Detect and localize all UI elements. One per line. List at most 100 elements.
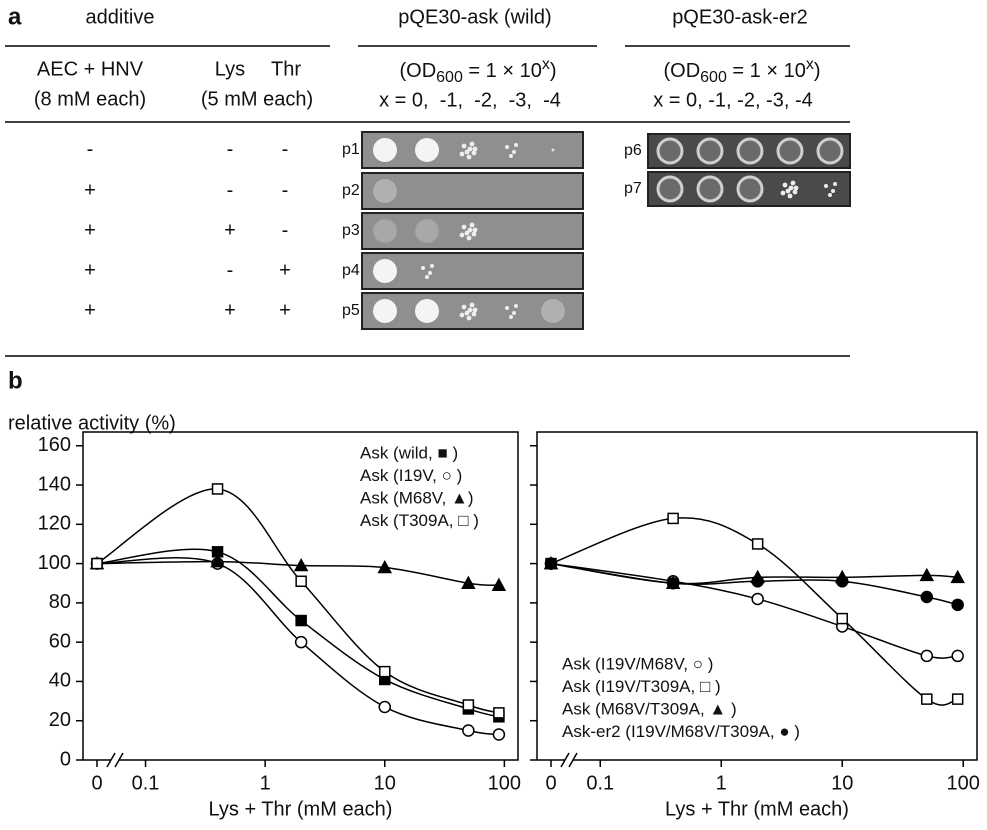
legend-entry: Ask (wild, ■ ) (360, 443, 458, 462)
y-tick-label: 60 (49, 630, 71, 652)
colony (790, 180, 796, 186)
od-header: (OD600 = 1 × 10x) (399, 56, 556, 86)
marker (379, 665, 391, 678)
plot-frame (536, 431, 978, 761)
y-tick-label: 20 (49, 709, 71, 731)
dilution: x = 0, -1, -2, -3, -4 (653, 89, 813, 111)
plate-label: p4 (342, 262, 360, 279)
marker (919, 567, 935, 582)
header: pQE30-ask (wild) (398, 6, 551, 28)
spot (373, 179, 397, 203)
marker (293, 557, 309, 572)
colony (505, 306, 509, 310)
marker (921, 693, 933, 705)
colony (421, 266, 425, 270)
spot (415, 299, 439, 323)
plate-label: p3 (342, 222, 360, 239)
marker (493, 707, 505, 719)
plate (361, 212, 584, 250)
legend-entry: Ask (I19V/T309A, □ ) (562, 677, 721, 696)
colony (509, 315, 513, 319)
spot (736, 175, 764, 203)
od-text: = 1 × 10 (727, 60, 806, 82)
y-axis-label: relative activity (%) (8, 412, 176, 434)
colony (509, 154, 513, 158)
y-tick-label: 40 (49, 670, 71, 692)
colony (467, 227, 473, 233)
colony (459, 151, 465, 157)
series-line (96, 548, 500, 718)
colony (512, 311, 516, 315)
od-sup: x (806, 56, 814, 73)
plate-label: p1 (342, 141, 360, 158)
marker (295, 575, 307, 588)
marker (462, 699, 475, 711)
od-text: (OD (399, 60, 436, 82)
colony (788, 185, 794, 191)
spot (541, 299, 565, 323)
x-tick-label: 100 (488, 772, 521, 794)
marker (951, 693, 964, 705)
table-cell: - (282, 138, 289, 160)
spot (372, 218, 398, 244)
x-tick-label: 100 (947, 772, 980, 794)
axis-break-gap (111, 757, 119, 763)
colony (464, 230, 470, 236)
spot (696, 137, 724, 165)
table-cell: + (224, 299, 236, 321)
legend-entry: Ask (I19V/M68V, ○ ) (562, 654, 713, 673)
marker (751, 538, 764, 550)
table-cell: - (227, 179, 234, 201)
axis-break-gap (565, 757, 573, 763)
panel-label: a (8, 3, 22, 30)
table-cell: + (224, 219, 236, 241)
colony (425, 275, 429, 279)
colony (792, 189, 798, 195)
colony (459, 312, 465, 318)
colony (428, 271, 432, 275)
marker (91, 557, 103, 570)
od-text: ) (814, 60, 821, 82)
table-cell: - (227, 138, 234, 160)
plot-frame (82, 431, 519, 761)
axis-break (568, 752, 578, 768)
table-cell: + (84, 299, 96, 321)
table-cell: + (279, 299, 291, 321)
colony (467, 307, 473, 313)
marker (378, 700, 392, 714)
colony (469, 222, 475, 228)
header: additive (86, 6, 155, 28)
spot (414, 218, 440, 244)
x-tick-label: 0 (545, 772, 556, 794)
colony (472, 146, 478, 152)
plate-label: p7 (624, 180, 642, 197)
marker (920, 590, 934, 604)
marker (950, 569, 965, 584)
legend-entry: Ask (M68V/T309A, ▲ ) (562, 699, 737, 718)
x-tick-label: 1 (716, 772, 727, 794)
colony (782, 182, 788, 188)
colony (505, 145, 509, 149)
x-tick-label: 0.1 (132, 772, 160, 794)
x-tick-label: 0 (91, 772, 102, 794)
colony (469, 302, 475, 308)
y-tick-label: 100 (38, 552, 71, 574)
marker (294, 635, 308, 649)
colony (551, 148, 555, 152)
plate (361, 252, 584, 290)
colony (780, 190, 786, 196)
marker (377, 559, 393, 574)
colony (461, 304, 467, 310)
colony (831, 189, 835, 193)
od-header: (OD600 = 1 × 10x) (663, 56, 820, 86)
table-cell: + (84, 179, 96, 201)
axis-break (560, 752, 570, 768)
spot (696, 175, 724, 203)
plate-label: p6 (624, 142, 642, 159)
colony (514, 143, 518, 147)
colony (512, 150, 516, 154)
marker (210, 554, 225, 568)
colony (466, 154, 472, 160)
spot (373, 138, 397, 162)
colony (472, 227, 478, 233)
